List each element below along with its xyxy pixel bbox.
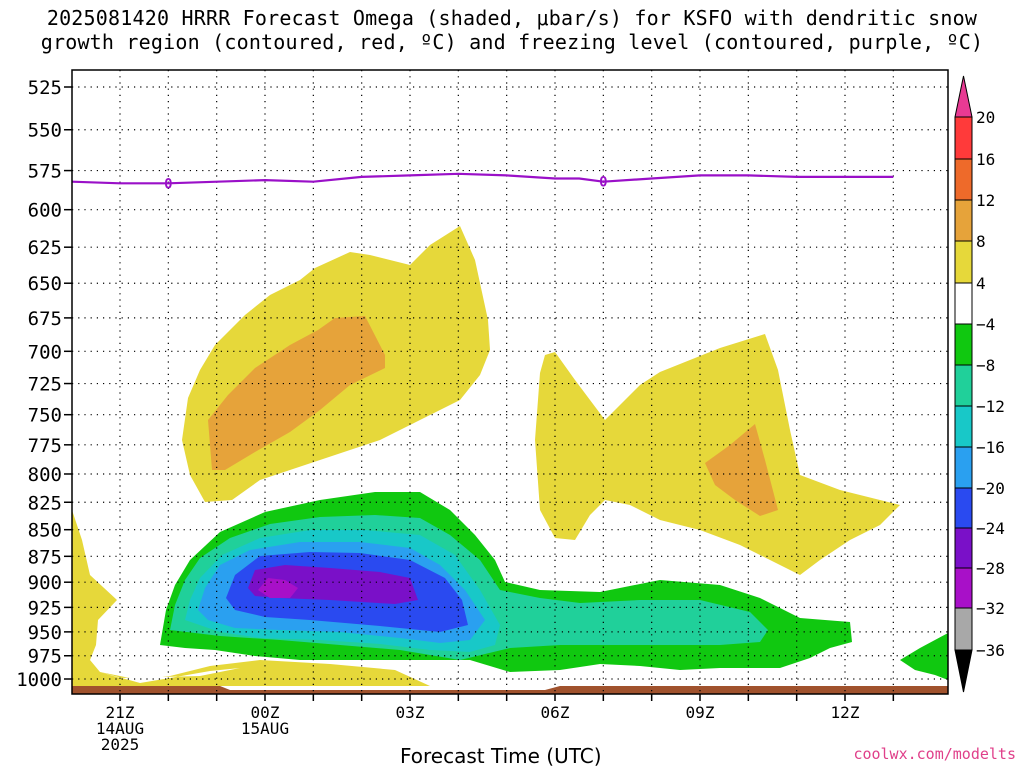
- colorbar-band: [954, 282, 973, 325]
- y-tick-label: 775: [28, 435, 62, 457]
- y-tick-label: 975: [28, 646, 62, 668]
- x-tick-label: 06Z: [541, 703, 570, 722]
- colorbar-band: [954, 405, 973, 448]
- y-tick-label: 925: [28, 597, 62, 619]
- y-tick-label: 750: [28, 405, 62, 427]
- y-tick-label: 675: [28, 308, 62, 330]
- y-tick-label: 700: [28, 341, 62, 363]
- y-tick-label: 950: [28, 622, 62, 644]
- colorbar-band: [954, 116, 973, 160]
- omega-region-orange-2: [705, 424, 778, 516]
- credit-link[interactable]: coolwx.com/modelts: [853, 745, 1016, 763]
- colorbar-label: −16: [976, 438, 1005, 457]
- y-tick-label: 525: [28, 77, 62, 99]
- colorbar-band: [954, 158, 973, 201]
- y-tick-label: 600: [28, 200, 62, 222]
- colorbar-label: 16: [976, 150, 995, 169]
- omega-region-orange-1: [208, 316, 385, 470]
- colorbar-band: [954, 199, 973, 242]
- x-tick-date: 14AUG: [96, 719, 144, 738]
- omega-region-magenta: [258, 578, 298, 598]
- colorbar-band: [954, 607, 973, 651]
- y-tick-label: 625: [28, 237, 62, 259]
- y-tick-label: 800: [28, 464, 62, 486]
- plot-frame: [71, 69, 949, 695]
- colorbar-label: −28: [976, 559, 1005, 578]
- freezing-level-line: [71, 172, 894, 185]
- colorbar-label: 20: [976, 108, 995, 127]
- freezing-level-label: 0: [599, 175, 607, 191]
- colorbar-band: [954, 567, 973, 609]
- y-tick-label: 825: [28, 492, 62, 514]
- y-tick-label: 900: [28, 572, 62, 594]
- freezing-level-label: 0: [164, 176, 172, 192]
- x-tick-label: 03Z: [396, 703, 425, 722]
- colorbar-band: [954, 446, 973, 489]
- y-tick-label: 575: [28, 161, 62, 183]
- y-tick-label: 725: [28, 374, 62, 396]
- x-tick-date: 15AUG: [241, 719, 289, 738]
- colorbar-band: [954, 527, 973, 569]
- colorbar: 20 16 12 8 4 −4 −8 −12 −16 −20 −24 −28 −32 −36: [954, 75, 1005, 693]
- y-tick-label: 850: [28, 520, 62, 542]
- omega-region-green-right: [900, 633, 948, 680]
- x-tick-label: 21Z: [106, 703, 135, 722]
- colorbar-bottom-arrow: [954, 649, 973, 693]
- colorbar-label: −4: [976, 315, 995, 334]
- y-tick-label: 650: [28, 273, 62, 295]
- colorbar-band: [954, 487, 973, 529]
- x-tick-label: 09Z: [686, 703, 715, 722]
- x-tick-label: 00Z: [251, 703, 280, 722]
- colorbar-label: 4: [976, 274, 986, 293]
- y-axis: 525 550 575 600 625 650 675 700 725 750 775 800 825 8…: [16, 77, 72, 691]
- colorbar-label: −32: [976, 599, 1005, 618]
- colorbar-label: −36: [976, 641, 1005, 660]
- x-tick-year: 2025: [101, 735, 140, 754]
- colorbar-band: [954, 323, 973, 366]
- colorbar-label: 12: [976, 191, 995, 210]
- colorbar-band: [954, 240, 973, 284]
- colorbar-label: −24: [976, 519, 1005, 538]
- colorbar-top-arrow: [954, 75, 973, 118]
- colorbar-label: −20: [976, 479, 1005, 498]
- colorbar-label: −8: [976, 356, 995, 375]
- y-tick-label: 550: [28, 120, 62, 142]
- colorbar-label: −12: [976, 397, 1005, 416]
- y-tick-label: 875: [28, 546, 62, 568]
- chart-title: 2025081420 HRRR Forecast Omega (shaded, …: [40, 6, 984, 54]
- y-tick-label: 1000: [16, 669, 62, 691]
- omega-shading: [72, 226, 948, 694]
- colorbar-label: 8: [976, 232, 986, 251]
- x-tick-label: 12Z: [831, 703, 860, 722]
- colorbar-band: [954, 364, 973, 407]
- x-axis-title: Forecast Time (UTC): [400, 744, 602, 768]
